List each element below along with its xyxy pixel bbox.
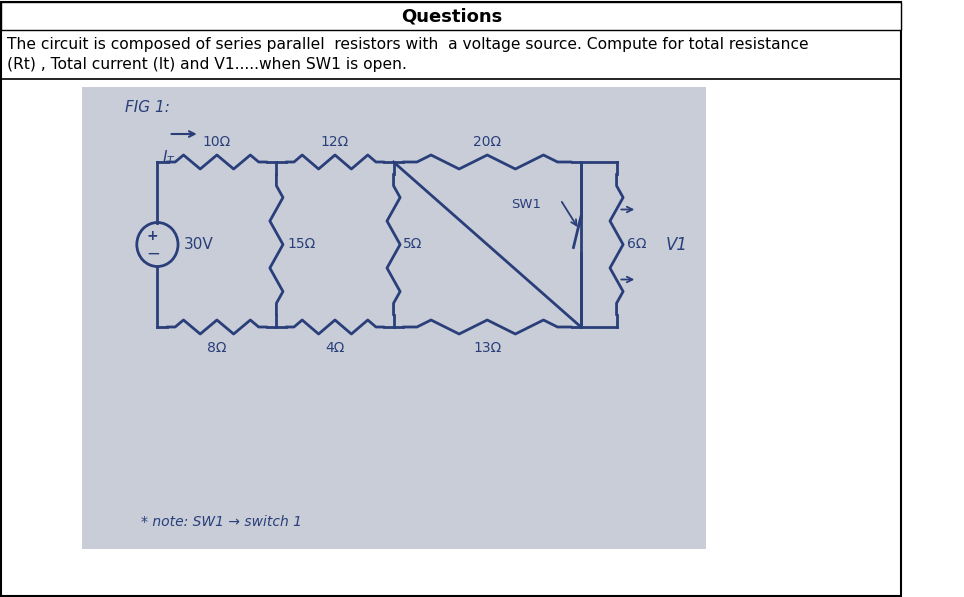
Text: SW1: SW1: [512, 198, 542, 211]
Text: * note: SW1 → switch 1: * note: SW1 → switch 1: [141, 515, 302, 529]
Text: −: −: [146, 245, 160, 263]
Bar: [1, 2, 901, 30]
Text: 10Ω: 10Ω: [202, 135, 231, 149]
Text: +: +: [147, 229, 158, 244]
Text: 5Ω: 5Ω: [403, 238, 422, 251]
Text: The circuit is composed of series parallel  resistors with  a voltage source. Co: The circuit is composed of series parall…: [8, 38, 809, 53]
Text: (Rt) , Total current (It) and V1.....when SW1 is open.: (Rt) , Total current (It) and V1.....whe…: [8, 57, 408, 72]
Text: 12Ω: 12Ω: [321, 135, 349, 149]
Text: 20Ω: 20Ω: [473, 135, 501, 149]
Text: 8Ω: 8Ω: [207, 341, 227, 355]
Text: V1: V1: [665, 235, 687, 254]
Text: 13Ω: 13Ω: [473, 341, 501, 355]
Text: FIG 1:: FIG 1:: [124, 100, 170, 115]
Bar: [83, 87, 706, 549]
Text: 4Ω: 4Ω: [325, 341, 345, 355]
Text: 15Ω: 15Ω: [287, 238, 316, 251]
Text: 30V: 30V: [184, 237, 213, 252]
Text: $I_T$: $I_T$: [162, 148, 175, 167]
Text: Questions: Questions: [401, 7, 502, 25]
Text: 6Ω: 6Ω: [627, 238, 646, 251]
